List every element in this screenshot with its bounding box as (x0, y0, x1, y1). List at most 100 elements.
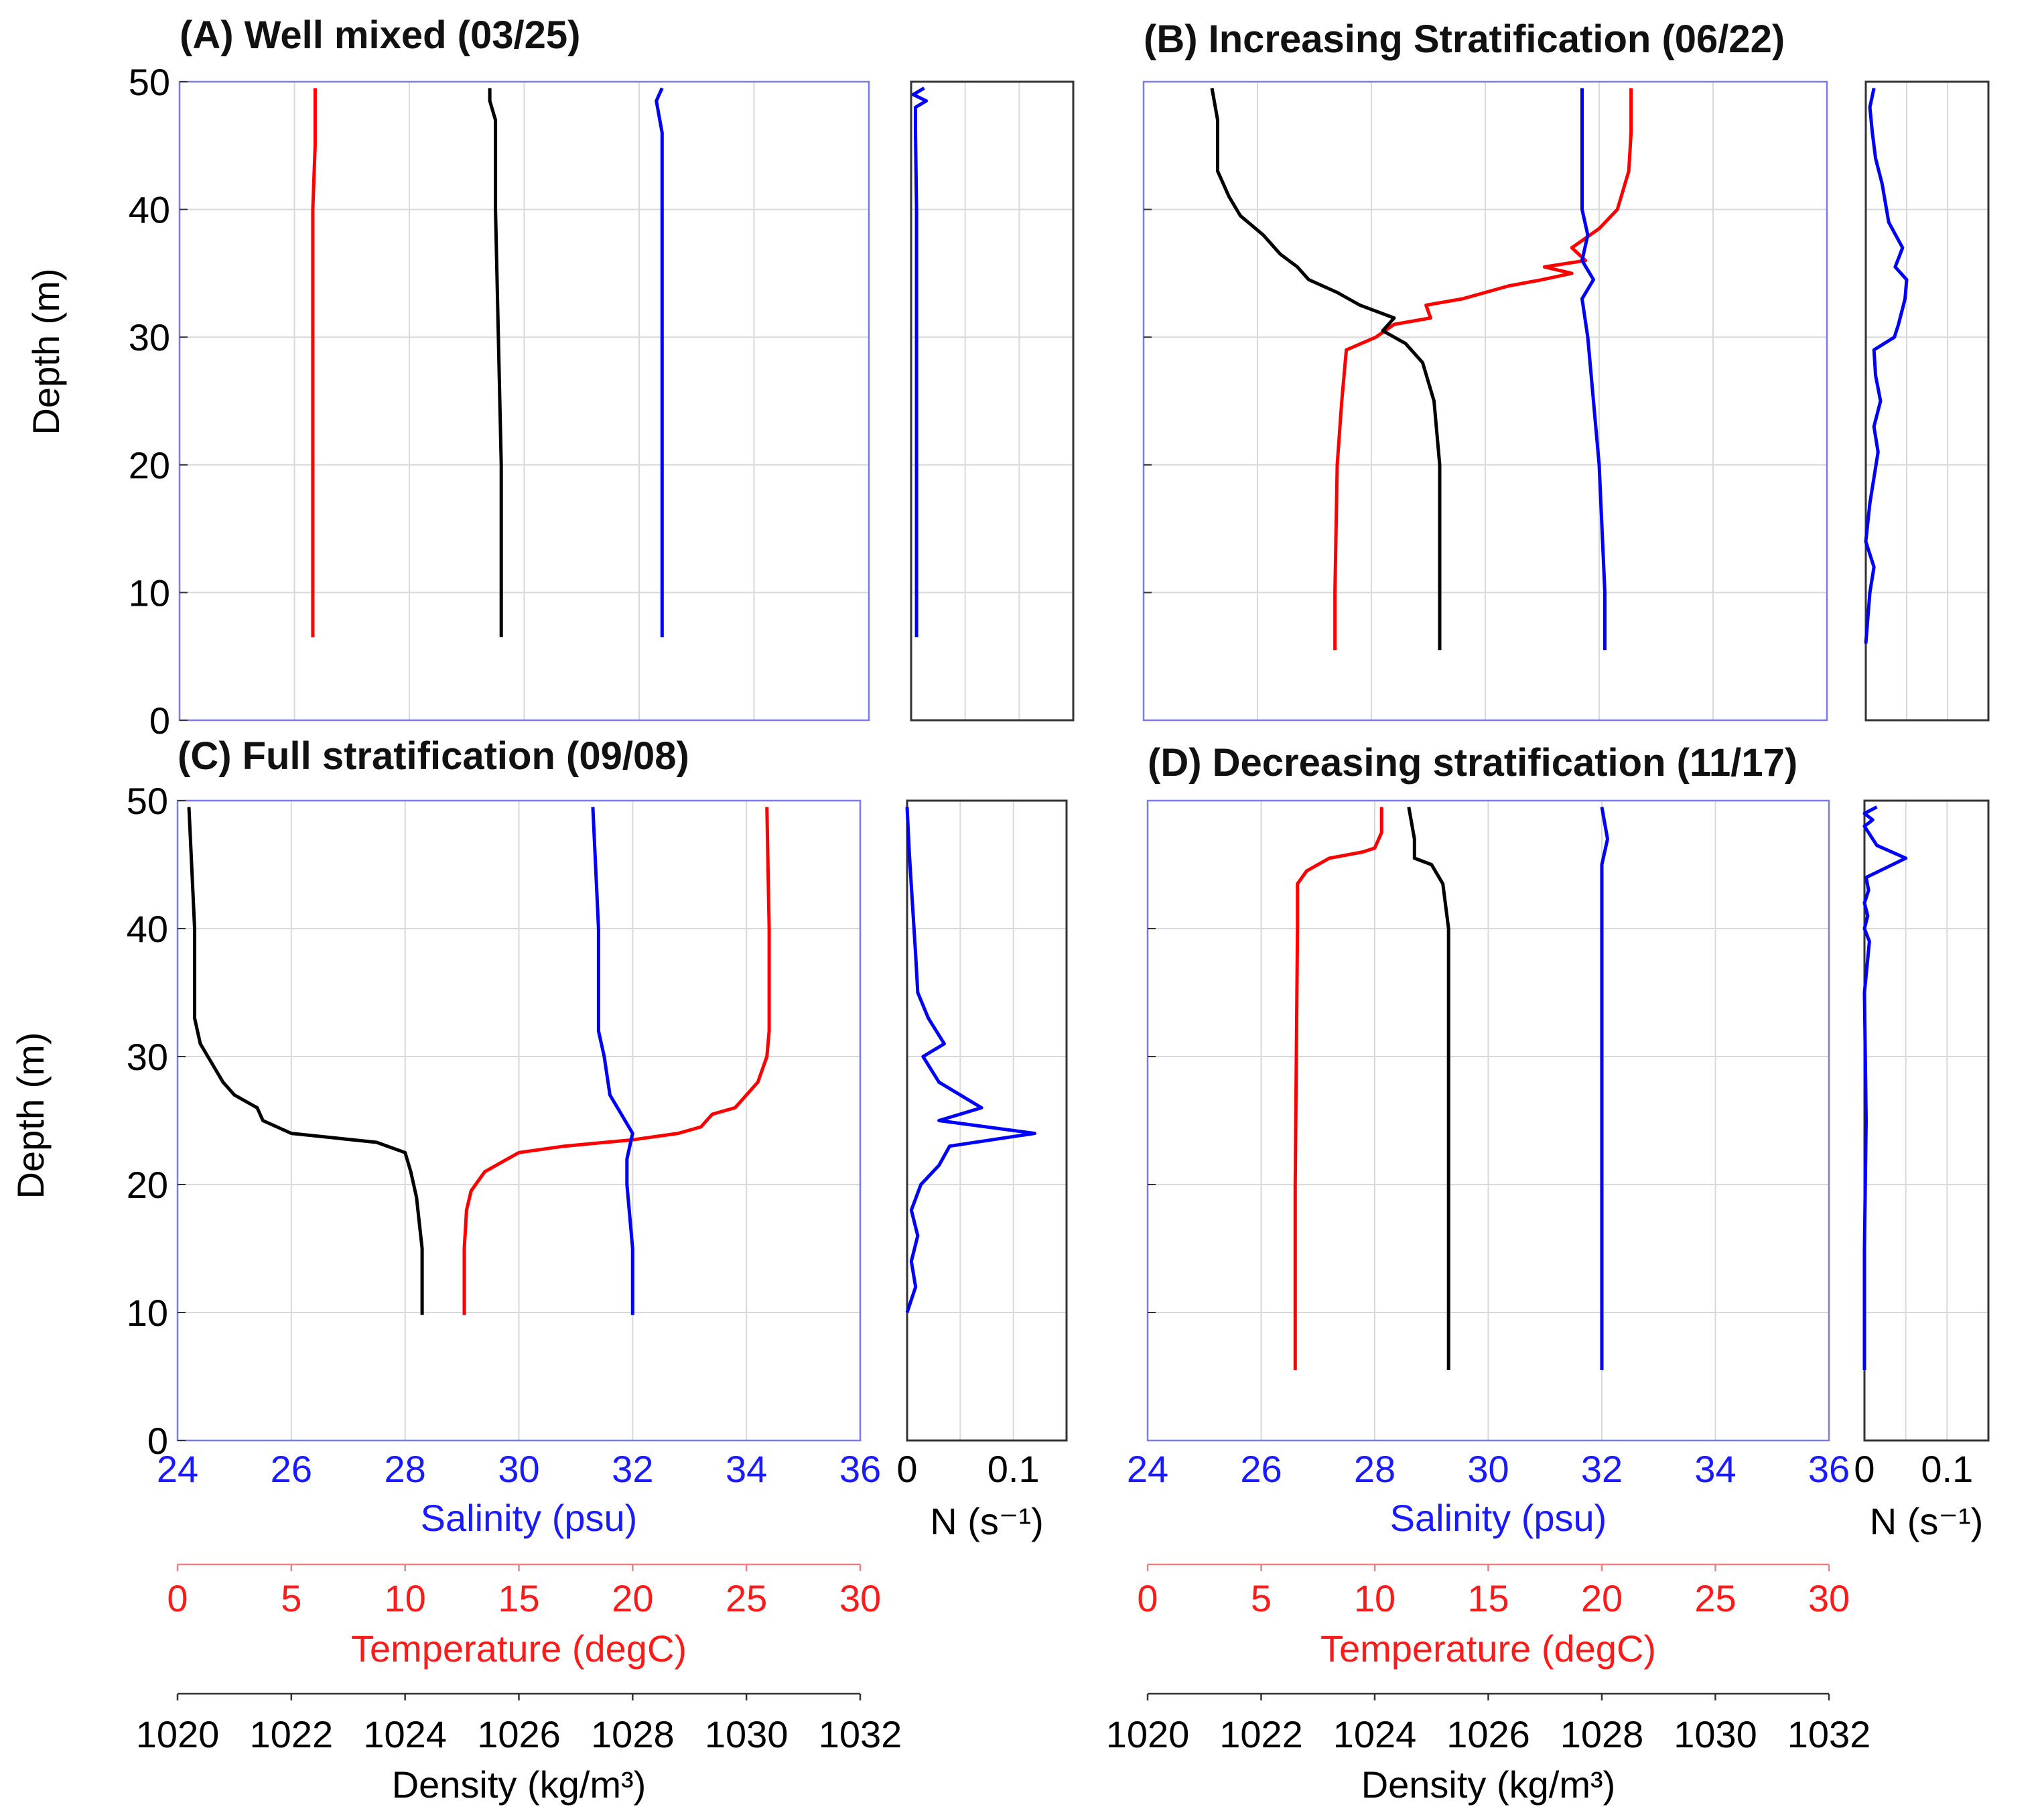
depth-axis-label: Depth (m) (9, 1032, 52, 1199)
series-temperature-line (1333, 88, 1633, 651)
depth-axis-label: Depth (m) (25, 269, 67, 435)
n-axis-label: N (s⁻¹) (1870, 1500, 1984, 1542)
plot-frame (1142, 80, 1828, 722)
density-axis-label: Density (kg/m³) (392, 1763, 646, 1806)
salinity-tick-label: 26 (1240, 1448, 1282, 1490)
temperature-tick-label: 5 (281, 1577, 301, 1619)
density-tick-label: 1022 (1219, 1713, 1303, 1755)
temperature-tick-label: 30 (839, 1577, 881, 1619)
density-tick-label: 1030 (705, 1713, 789, 1755)
depth-tick-label: 20 (129, 444, 170, 486)
density-tick-label: 1026 (1446, 1713, 1530, 1755)
temperature-tick-label: 15 (498, 1577, 539, 1619)
series-n-line (911, 86, 929, 638)
plot-frame (1146, 799, 1830, 1442)
salinity-tick-label: 28 (1354, 1448, 1395, 1490)
salinity-axis-label: Salinity (psu) (1390, 1497, 1607, 1539)
n-tick-label: 0 (1854, 1448, 1875, 1490)
series-temperature-line (1293, 807, 1383, 1370)
bottom-axes: 24 26 28 30 32 34 36 Salinity (psu) 0 0.1 N (s⁻¹) 0… (136, 1448, 1044, 1806)
temperature-tick-label: 25 (1694, 1577, 1736, 1619)
n-gridlines (907, 801, 1067, 1440)
density-tick-label: 1020 (1106, 1713, 1190, 1755)
depth-tick-label: 50 (127, 780, 168, 822)
depth-tick-label: 40 (129, 189, 170, 231)
temperature-tick-label: 0 (167, 1577, 188, 1619)
series-density-line (1210, 88, 1442, 651)
temperature-tick-label: 20 (1581, 1577, 1623, 1619)
panel-title: (C) Full stratification (09/08) (178, 734, 689, 778)
salinity-tick-label: 30 (498, 1448, 539, 1490)
density-tick-label: 1032 (819, 1713, 902, 1755)
bottom-axes: 24 26 28 30 32 34 36 Salinity (psu) 0 0.1 N (s⁻¹) 0… (1106, 1448, 1984, 1806)
salinity-tick-label: 36 (839, 1448, 881, 1490)
gridlines (1144, 82, 1827, 720)
temperature-axis-label: Temperature (degC) (351, 1627, 687, 1670)
salinity-tick-label: 32 (612, 1448, 653, 1490)
salinity-tick-label: 32 (1581, 1448, 1623, 1490)
salinity-tick-label: 26 (271, 1448, 312, 1490)
temperature-axis-label: Temperature (degC) (1320, 1627, 1656, 1670)
panel-title: (A) Well mixed (03/25) (180, 13, 580, 57)
series-n-line (1862, 805, 1908, 1370)
density-tick-label: 1026 (477, 1713, 561, 1755)
series-salinity-line (591, 807, 634, 1315)
density-tick-label: 1030 (1674, 1713, 1757, 1755)
salinity-tick-label: 28 (385, 1448, 426, 1490)
n-plot-frame (910, 80, 1075, 722)
temperature-tick-label: 20 (612, 1577, 653, 1619)
n-tick-label: 0.1 (987, 1448, 1040, 1490)
density-tick-label: 1024 (363, 1713, 447, 1755)
depth-tick-label: 20 (127, 1164, 168, 1206)
density-tick-label: 1024 (1333, 1713, 1417, 1755)
salinity-axis-label: Salinity (psu) (421, 1497, 638, 1539)
depth-tick-label: 0 (147, 1420, 168, 1462)
panel-title: (D) Decreasing stratification (11/17) (1148, 741, 1797, 785)
series-density-line (488, 88, 503, 638)
temperature-tick-label: 15 (1467, 1577, 1509, 1619)
plot-frame (178, 80, 870, 722)
n-tick-label: 0 (896, 1448, 917, 1490)
plot-frame (176, 799, 862, 1442)
salinity-tick-label: 34 (1694, 1448, 1736, 1490)
temperature-tick-label: 0 (1137, 1577, 1158, 1619)
density-axis-label: Density (kg/m³) (1361, 1763, 1616, 1806)
n-axis-label: N (s⁻¹) (930, 1500, 1044, 1542)
gridlines (1148, 801, 1829, 1440)
density-tick-label: 1022 (250, 1713, 334, 1755)
panel-A: (A) Well mixed (03/25) 0 10 20 30 40 50 Depth (… (25, 13, 1075, 742)
salinity-tick-label: 30 (1467, 1448, 1509, 1490)
depth-tick-label: 10 (129, 572, 170, 614)
salinity-tick-label: 24 (1127, 1448, 1168, 1490)
temperature-tick-label: 25 (726, 1577, 767, 1619)
salinity-tick-label: 24 (157, 1448, 198, 1490)
series-temperature-line (311, 88, 317, 638)
n-gridlines (1866, 82, 1988, 720)
series-salinity-line (1600, 807, 1609, 1370)
n-tick-label: 0.1 (1921, 1448, 1973, 1490)
gridlines (178, 801, 860, 1440)
panel-D: (D) Decreasing stratification (11/17) 24 2… (1106, 741, 1990, 1806)
n-plot-frame (1864, 80, 1990, 722)
temperature-tick-label: 10 (1354, 1577, 1395, 1619)
panel-B: (B) Increasing Stratification (06/22) (1142, 17, 1990, 722)
density-tick-label: 1032 (1787, 1713, 1871, 1755)
depth-tick-label: 30 (129, 316, 170, 358)
depth-tick-label: 50 (129, 61, 170, 103)
gridlines (180, 82, 869, 720)
density-tick-label: 1028 (591, 1713, 675, 1755)
panel-title: (B) Increasing Stratification (06/22) (1144, 17, 1785, 61)
salinity-tick-label: 34 (726, 1448, 767, 1490)
density-tick-label: 1028 (1560, 1713, 1644, 1755)
series-density-line (187, 807, 424, 1315)
n-gridlines (1864, 801, 1988, 1440)
series-salinity-line (655, 87, 664, 638)
panel-C: (C) Full stratification (09/08)010203040… (9, 734, 1068, 1806)
series-n-line (905, 807, 1036, 1313)
series-density-line (1407, 807, 1450, 1370)
n-plot-frame (1863, 799, 1990, 1442)
series-salinity-line (1580, 88, 1607, 651)
series-temperature-line (462, 807, 771, 1315)
density-tick-label: 1020 (136, 1713, 220, 1755)
